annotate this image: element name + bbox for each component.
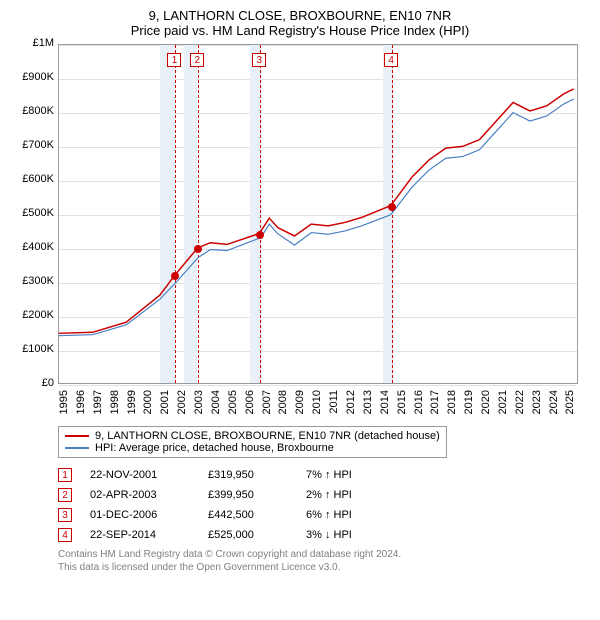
x-tick-label: 2000 [142,390,154,420]
x-tick-label: 2006 [244,390,256,420]
x-tick-label: 2025 [564,390,576,420]
marker-box: 3 [252,53,266,67]
y-tick-label: £100K [12,343,54,355]
sale-row: 2 02-APR-2003 £399,950 2% ↑ HPI [58,488,588,502]
footer: Contains HM Land Registry data © Crown c… [58,548,588,574]
legend-swatch [65,435,89,437]
sale-price: £399,950 [208,489,288,501]
legend-label: HPI: Average price, detached house, Brox… [95,442,334,454]
marker-box: 1 [167,53,181,67]
x-tick-label: 2017 [429,390,441,420]
legend: 9, LANTHORN CLOSE, BROXBOURNE, EN10 7NR … [58,426,447,458]
y-tick-label: £700K [12,139,54,151]
x-tick-label: 2010 [311,390,323,420]
series-line [59,99,574,336]
x-tick-label: 2001 [159,390,171,420]
y-tick-label: £600K [12,173,54,185]
x-tick-label: 2016 [413,390,425,420]
x-tick-label: 2013 [362,390,374,420]
sale-row: 4 22-SEP-2014 £525,000 3% ↓ HPI [58,528,588,542]
x-tick-label: 2002 [176,390,188,420]
sale-row: 1 22-NOV-2001 £319,950 7% ↑ HPI [58,468,588,482]
gridline-h [59,385,577,386]
sale-diff: 2% ↑ HPI [306,489,386,501]
x-tick-label: 2022 [514,390,526,420]
sale-date: 22-SEP-2014 [90,529,190,541]
line-series [59,45,577,383]
x-tick-label: 2014 [379,390,391,420]
sale-index-box: 2 [58,488,72,502]
footer-line-2: This data is licensed under the Open Gov… [58,561,588,574]
sale-price: £319,950 [208,469,288,481]
legend-label: 9, LANTHORN CLOSE, BROXBOURNE, EN10 7NR … [95,430,440,442]
x-tick-label: 2003 [193,390,205,420]
sale-price: £525,000 [208,529,288,541]
sale-index-box: 1 [58,468,72,482]
x-tick-label: 2007 [261,390,273,420]
x-tick-label: 1996 [75,390,87,420]
sale-index-box: 3 [58,508,72,522]
sale-date: 01-DEC-2006 [90,509,190,521]
y-tick-label: £500K [12,207,54,219]
x-tick-label: 2004 [210,390,222,420]
sales-table: 1 22-NOV-2001 £319,950 7% ↑ HPI 2 02-APR-2003… [58,468,588,542]
series-line [59,89,574,333]
x-tick-label: 2018 [446,390,458,420]
x-tick-label: 2008 [277,390,289,420]
y-tick-label: £0 [12,377,54,389]
chart-container: 9, LANTHORN CLOSE, BROXBOURNE, EN10 7NR … [0,0,600,582]
x-tick-label: 1998 [109,390,121,420]
x-tick-label: 2019 [463,390,475,420]
sale-price: £442,500 [208,509,288,521]
x-tick-label: 2011 [328,390,340,420]
sale-dot [171,272,179,280]
marker-box: 2 [190,53,204,67]
y-tick-label: £800K [12,105,54,117]
x-tick-label: 1995 [58,390,70,420]
x-tick-label: 2012 [345,390,357,420]
y-tick-label: £200K [12,309,54,321]
sale-index-box: 4 [58,528,72,542]
x-tick-label: 2024 [548,390,560,420]
y-tick-label: £900K [12,71,54,83]
sale-diff: 3% ↓ HPI [306,529,386,541]
x-tick-label: 2009 [294,390,306,420]
sale-row: 3 01-DEC-2006 £442,500 6% ↑ HPI [58,508,588,522]
y-tick-label: £400K [12,241,54,253]
footer-line-1: Contains HM Land Registry data © Crown c… [58,548,588,561]
sale-diff: 6% ↑ HPI [306,509,386,521]
sale-dot [256,231,264,239]
legend-row: 9, LANTHORN CLOSE, BROXBOURNE, EN10 7NR … [65,430,440,442]
x-tick-label: 1997 [92,390,104,420]
y-tick-label: £1M [12,37,54,49]
sale-diff: 7% ↑ HPI [306,469,386,481]
x-tick-label: 2015 [396,390,408,420]
marker-box: 4 [384,53,398,67]
x-tick-label: 2021 [497,390,509,420]
y-tick-label: £300K [12,275,54,287]
x-tick-label: 1999 [126,390,138,420]
legend-row: HPI: Average price, detached house, Brox… [65,442,440,454]
x-tick-label: 2023 [531,390,543,420]
x-tick-label: 2005 [227,390,239,420]
chart-subtitle: Price paid vs. HM Land Registry's House … [12,23,588,38]
x-tick-label: 2020 [480,390,492,420]
plot-region: 12 3 4 [58,44,578,384]
chart-area: 12 3 4 £0 £100K £200K £300K £400K £500K £600K £70… [12,44,588,424]
legend-swatch [65,447,89,449]
sale-dot [388,203,396,211]
sale-date: 02-APR-2003 [90,489,190,501]
sale-date: 22-NOV-2001 [90,469,190,481]
chart-title: 9, LANTHORN CLOSE, BROXBOURNE, EN10 7NR [12,8,588,23]
sale-dot [194,245,202,253]
